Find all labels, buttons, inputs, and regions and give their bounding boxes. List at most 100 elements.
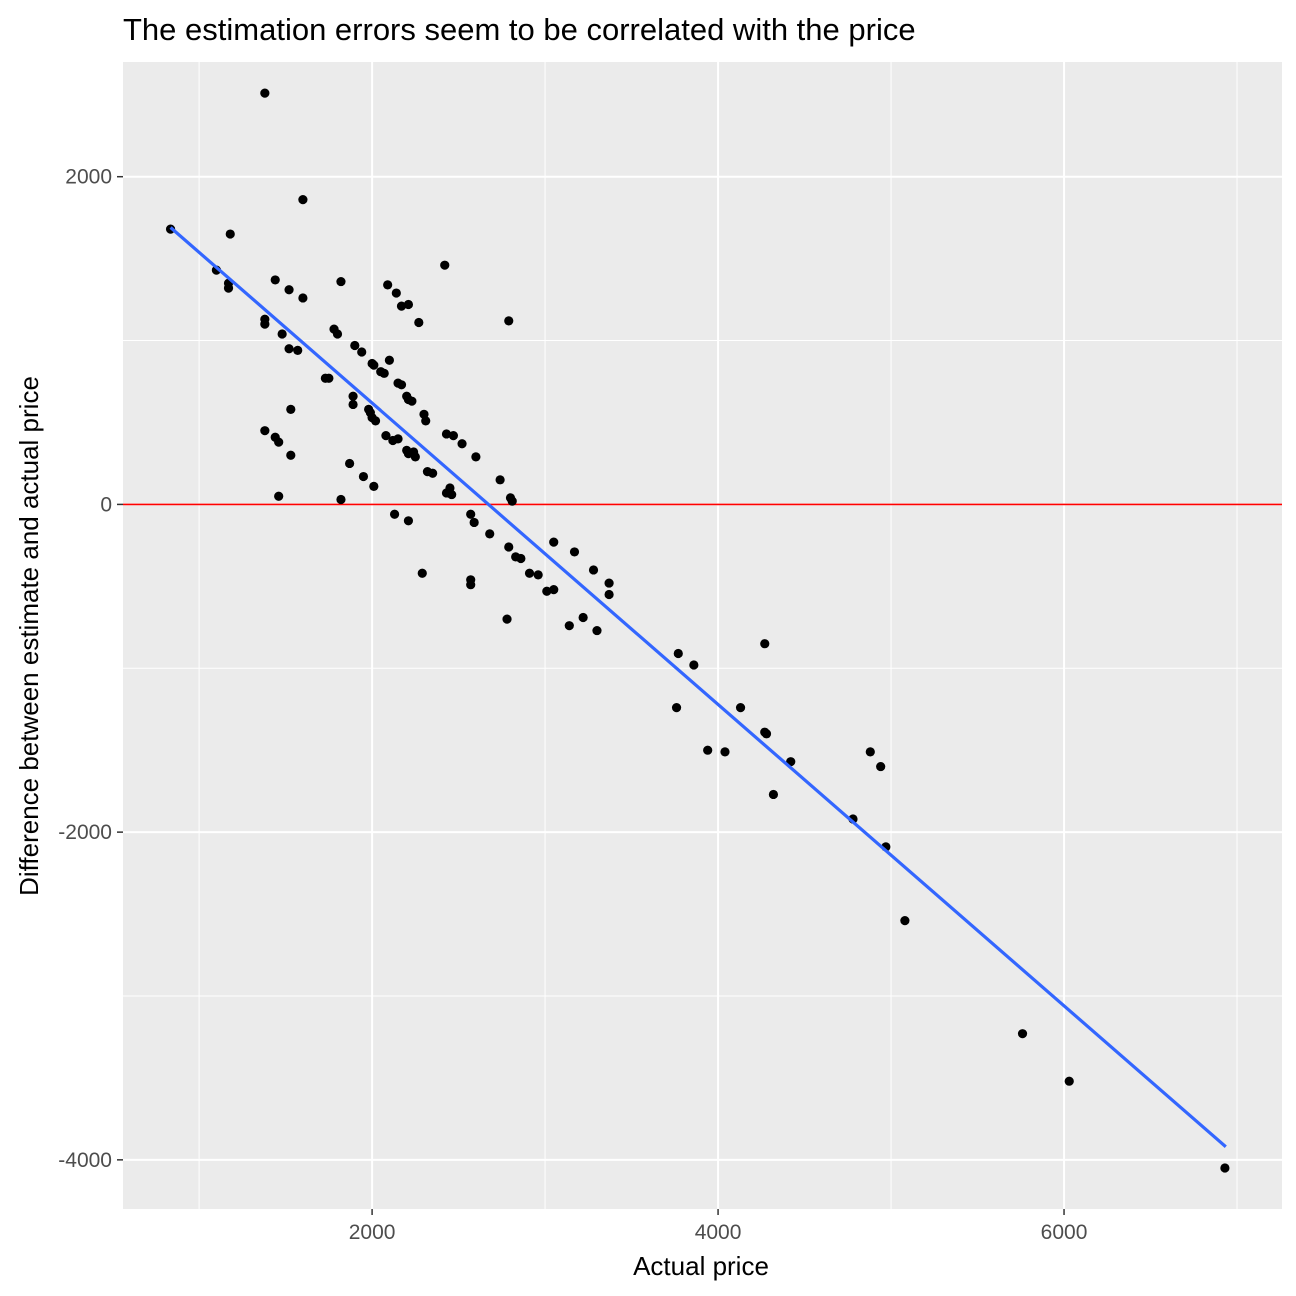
data-point xyxy=(260,88,270,98)
data-point xyxy=(379,368,389,378)
data-point xyxy=(286,450,296,460)
data-point xyxy=(381,430,391,441)
data-point xyxy=(225,229,235,239)
data-point xyxy=(407,396,417,406)
data-point xyxy=(569,547,580,557)
data-point xyxy=(703,745,713,755)
data-point xyxy=(760,639,770,649)
data-point xyxy=(440,260,450,270)
data-point xyxy=(900,916,910,926)
y-axis-title: Difference between estimate and actual p… xyxy=(14,376,44,896)
data-point xyxy=(403,516,414,526)
data-point xyxy=(507,496,517,506)
data-point xyxy=(417,568,427,578)
data-point xyxy=(1017,1029,1028,1039)
data-point xyxy=(604,589,614,600)
data-point xyxy=(524,568,535,578)
data-point xyxy=(549,585,559,595)
data-point xyxy=(447,489,457,500)
y-tick-label: 0 xyxy=(100,493,112,516)
data-point xyxy=(428,468,438,478)
data-point xyxy=(502,614,512,624)
x-axis-title: Actual price xyxy=(633,1251,769,1281)
data-point xyxy=(274,437,284,447)
data-point xyxy=(504,316,514,326)
data-point xyxy=(274,491,284,501)
data-point xyxy=(348,391,358,401)
data-point xyxy=(369,360,379,370)
data-point xyxy=(350,340,360,351)
data-point xyxy=(298,293,308,303)
data-point xyxy=(761,729,772,739)
data-point xyxy=(533,570,543,580)
data-point xyxy=(485,529,495,539)
plot-panel xyxy=(123,62,1282,1209)
data-point xyxy=(1064,1076,1074,1086)
data-point xyxy=(516,553,526,564)
data-point xyxy=(466,509,476,519)
data-point xyxy=(735,702,746,713)
data-point xyxy=(592,625,602,636)
data-point xyxy=(396,380,407,390)
data-point xyxy=(391,288,401,298)
data-point xyxy=(358,471,369,482)
data-point xyxy=(564,621,574,631)
data-point xyxy=(336,494,346,505)
data-point xyxy=(293,345,303,355)
data-point xyxy=(414,317,424,328)
data-point xyxy=(448,430,459,441)
data-point xyxy=(223,283,234,293)
data-point xyxy=(876,761,886,772)
data-point xyxy=(504,542,514,552)
data-point xyxy=(865,747,875,757)
data-point xyxy=(370,416,381,426)
data-point xyxy=(384,355,394,365)
data-point xyxy=(260,319,270,329)
data-point xyxy=(549,537,559,547)
data-point xyxy=(270,275,280,285)
data-point xyxy=(393,434,403,444)
data-point xyxy=(284,285,294,295)
data-point xyxy=(369,481,379,491)
data-point xyxy=(542,586,552,596)
y-tick-label: -4000 xyxy=(58,1149,112,1172)
data-point xyxy=(336,276,346,287)
trend-line xyxy=(169,226,1227,1148)
y-tick-label: 2000 xyxy=(65,166,112,189)
x-tick-label: 4000 xyxy=(695,1221,742,1244)
y-axis-ticks: -4000 -2000 0 2000 xyxy=(58,166,123,1172)
x-tick-label: 2000 xyxy=(349,1221,396,1244)
data-point xyxy=(345,458,355,469)
data-point xyxy=(768,789,779,800)
x-axis-ticks: 2000 4000 6000 xyxy=(349,1209,1088,1244)
data-point xyxy=(298,195,308,205)
data-point xyxy=(348,399,358,410)
chart-title: The estimation errors seem to be correla… xyxy=(123,12,916,47)
data-point xyxy=(578,612,588,623)
x-tick-label: 6000 xyxy=(1041,1221,1088,1244)
data-point xyxy=(457,439,467,449)
data-point xyxy=(673,648,683,659)
data-point xyxy=(1220,1163,1230,1173)
data-point xyxy=(396,301,407,311)
data-point xyxy=(604,578,614,588)
data-point xyxy=(441,429,452,439)
grid-minor xyxy=(123,62,1282,1209)
data-point xyxy=(466,580,476,590)
data-point xyxy=(383,280,393,290)
data-point xyxy=(471,452,481,462)
data-point xyxy=(495,475,505,485)
data-point xyxy=(389,509,400,519)
data-point xyxy=(588,565,599,575)
data-points xyxy=(165,88,1230,1173)
data-point xyxy=(357,347,367,357)
data-point xyxy=(286,404,296,414)
data-point xyxy=(421,416,431,426)
data-point xyxy=(332,329,343,339)
data-point xyxy=(403,299,414,310)
data-point xyxy=(671,702,682,713)
data-point xyxy=(260,426,270,436)
data-point xyxy=(689,660,699,670)
data-point xyxy=(720,747,730,757)
